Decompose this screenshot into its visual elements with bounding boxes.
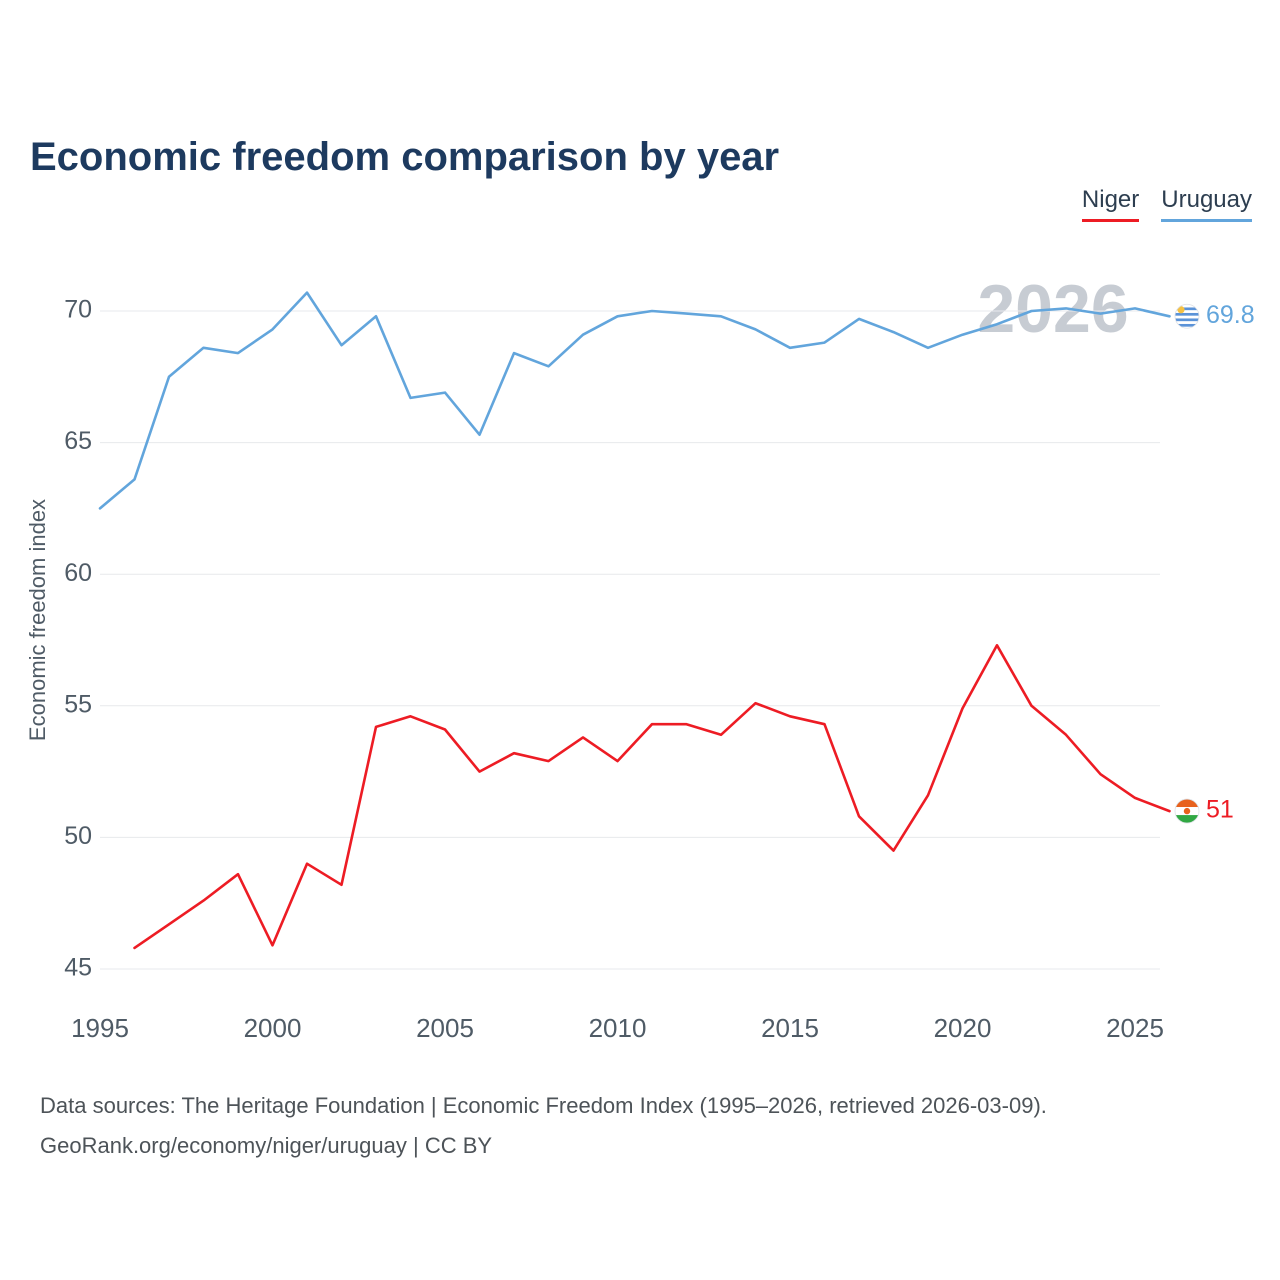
x-tick-label: 2020 <box>934 1013 992 1043</box>
x-tick-label: 2000 <box>244 1013 302 1043</box>
x-tick-label: 2005 <box>416 1013 474 1043</box>
chart-area: 2026 45 50 55 60 65 70 1995 2000 2005 2010 2015 2020… <box>0 230 1280 1060</box>
y-tick-label: 70 <box>64 296 92 324</box>
y-tick-label: 60 <box>64 559 92 587</box>
page-title: Economic freedom comparison by year <box>30 134 780 179</box>
footer-line-2: GeoRank.org/economy/niger/uruguay | CC B… <box>40 1133 493 1158</box>
legend-item-uruguay[interactable]: Uruguay <box>1161 186 1252 222</box>
niger-line <box>133 643 1171 950</box>
niger-end-value: 51 <box>1206 796 1234 824</box>
x-tick-label: 2010 <box>589 1013 647 1043</box>
x-tick-label: 1995 <box>71 1013 129 1043</box>
uruguay-end-value: 69.8 <box>1206 301 1255 329</box>
y-tick-label: 45 <box>64 954 92 982</box>
niger-flag-icon <box>1174 798 1200 824</box>
footer-line-1: Data sources: The Heritage Foundation | … <box>40 1093 1047 1118</box>
legend: Niger Uruguay <box>1081 186 1252 222</box>
uruguay-line <box>98 291 1171 510</box>
y-tick-label: 65 <box>64 427 92 455</box>
y-tick-label: 50 <box>64 822 92 850</box>
x-tick-label: 2025 <box>1106 1013 1164 1043</box>
y-axis-title: Economic freedom index <box>25 499 50 741</box>
y-tick-label: 55 <box>64 690 92 718</box>
data-sources: Data sources: The Heritage Foundation | … <box>40 1086 1240 1166</box>
legend-item-niger[interactable]: Niger <box>1081 186 1140 222</box>
uruguay-flag-icon <box>1174 303 1200 329</box>
x-tick-label: 2015 <box>761 1013 819 1043</box>
